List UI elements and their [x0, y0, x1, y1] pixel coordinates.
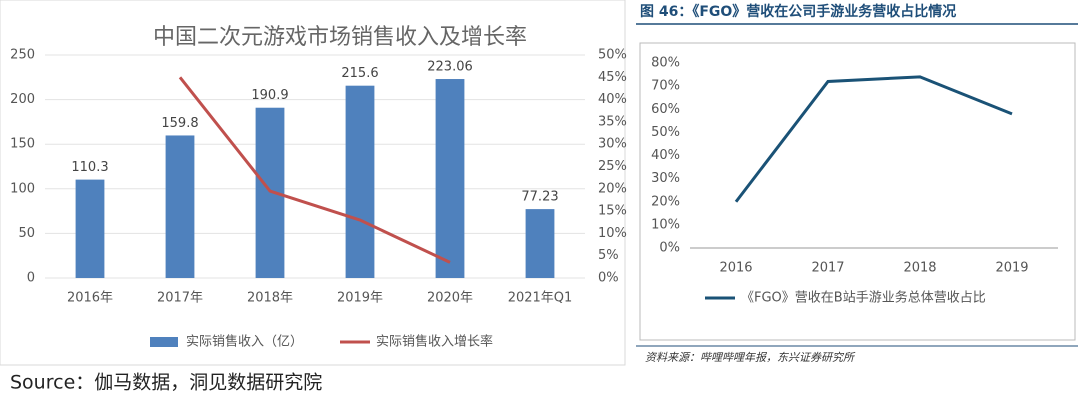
x-tick-label: 2019年 — [337, 291, 383, 306]
x-tick-label: 2019 — [995, 261, 1028, 276]
data-label: 110.3 — [71, 160, 108, 175]
x-tick-label: 2016 — [719, 261, 752, 276]
data-label: 159.8 — [161, 116, 198, 131]
chart-source: 资料来源：哔哩哔哩年报，东兴证券研究所 — [645, 351, 856, 364]
y2-tick-label: 25% — [598, 159, 627, 174]
y-tick-label: 150 — [10, 137, 35, 152]
line — [178, 76, 451, 264]
y2-tick-label: 30% — [598, 137, 627, 152]
data-label: 215.6 — [341, 66, 378, 81]
bar — [165, 135, 195, 278]
y2-tick-label: 10% — [598, 226, 627, 241]
x-tick-label: 2018年 — [247, 291, 293, 306]
bar — [75, 179, 105, 278]
data-label: 190.9 — [251, 88, 288, 103]
y2-tick-label: 20% — [598, 181, 627, 196]
data-label: 223.06 — [427, 60, 473, 75]
y-tick-label: 50% — [651, 125, 680, 140]
y2-tick-label: 15% — [598, 204, 627, 219]
y-tick-label: 20% — [651, 194, 680, 209]
y2-tick-label: 45% — [598, 70, 627, 85]
legend-swatch — [150, 337, 178, 347]
y-tick-label: 0% — [659, 241, 680, 256]
y-tick-label: 60% — [651, 102, 680, 117]
y2-tick-label: 35% — [598, 114, 627, 129]
x-tick-label: 2017年 — [157, 291, 203, 306]
data-label: 77.23 — [521, 190, 558, 205]
chart-title: 图 46：《FGO》营收在公司手游业务营收占比情况 — [640, 3, 956, 20]
y2-tick-label: 40% — [598, 92, 627, 107]
source: Source：伽马数据，洞见数据研究院 — [10, 372, 322, 394]
x-tick-label: 2016年 — [67, 291, 113, 306]
x-tick-label: 2020年 — [427, 291, 473, 306]
y-tick-label: 50 — [18, 226, 35, 241]
y-tick-label: 0 — [27, 271, 35, 286]
y-tick-label: 10% — [651, 217, 680, 232]
y2-tick-label: 0% — [598, 271, 619, 286]
y2-tick-label: 5% — [598, 248, 619, 263]
y-tick-label: 80% — [651, 56, 680, 71]
x-tick-label: 2018 — [903, 261, 936, 276]
x-tick-label: 2017 — [811, 261, 844, 276]
y-tick-label: 250 — [10, 48, 35, 63]
legend-label: 《FGO》营收在B站手游业务总体营收占比 — [741, 290, 986, 306]
bar — [435, 79, 465, 278]
y-tick-label: 200 — [10, 92, 35, 107]
y-tick-label: 30% — [651, 171, 680, 186]
line — [734, 75, 1013, 203]
y2-tick-label: 50% — [598, 48, 627, 63]
bar — [525, 209, 555, 278]
chart-title: 中国二次元游戏市场销售收入及增长率 — [153, 25, 527, 50]
bar — [345, 85, 375, 278]
legend-label: 实际销售收入（亿） — [186, 334, 303, 350]
legend-label: 实际销售收入增长率 — [376, 334, 493, 350]
y-tick-label: 100 — [10, 181, 35, 196]
y-tick-label: 70% — [651, 79, 680, 94]
y-tick-label: 40% — [651, 148, 680, 163]
right-frame — [639, 42, 1076, 341]
x-tick-label: 2021年Q1 — [508, 291, 573, 306]
